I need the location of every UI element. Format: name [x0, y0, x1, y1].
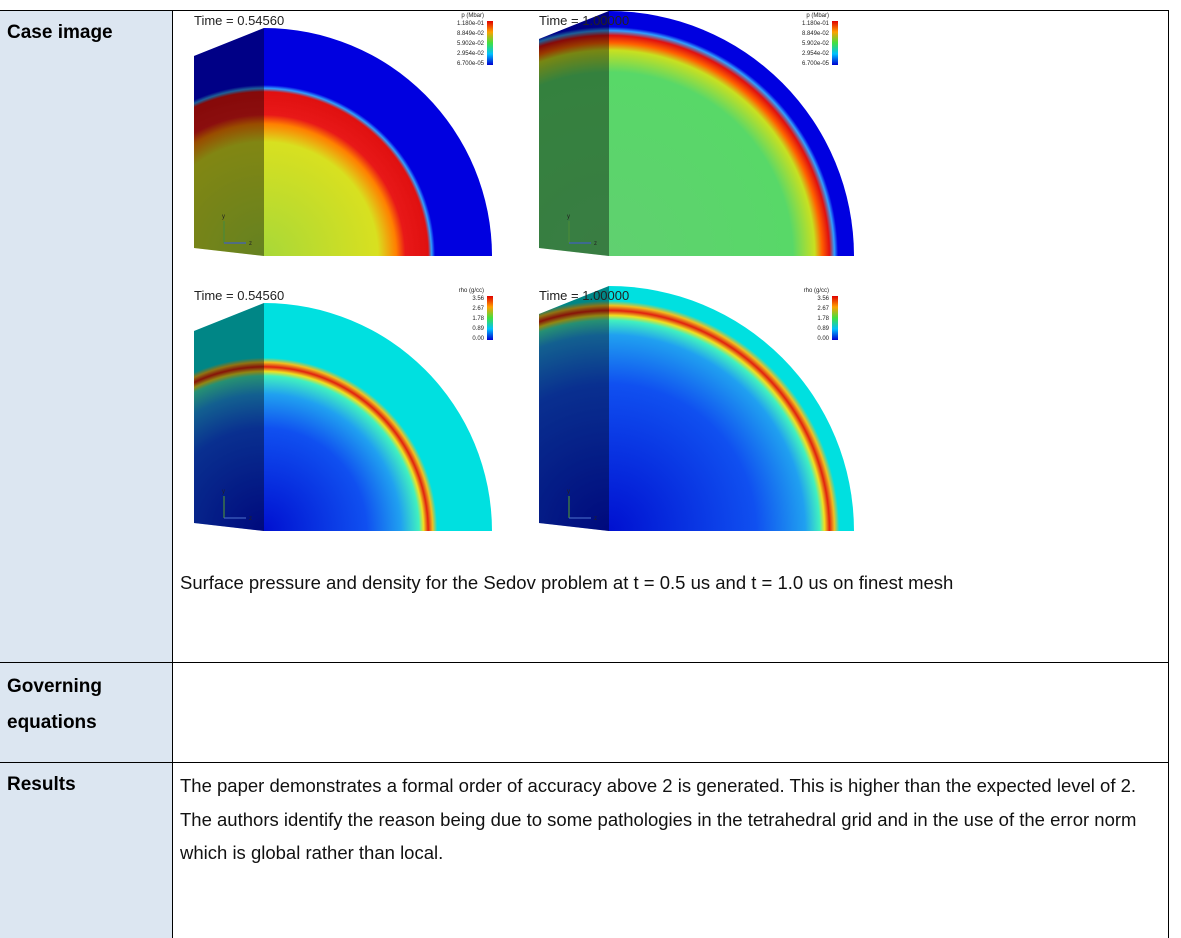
colorbar — [832, 296, 838, 340]
side-face — [194, 303, 264, 531]
axis-label: z — [249, 516, 252, 522]
axis-label: z — [594, 516, 597, 522]
legend-label: 2.67 — [472, 306, 484, 312]
axis-label: z — [249, 241, 252, 247]
legend-label: 6.700e-05 — [457, 61, 485, 67]
legend-label: 8.849e-02 — [802, 31, 830, 37]
side-face — [539, 11, 609, 256]
side-face — [539, 286, 609, 531]
legend-label: 2.67 — [817, 306, 829, 312]
row-content-cell — [173, 662, 1169, 762]
colorbar — [487, 296, 493, 340]
figure-panel: Time = 1.00000 rho (g/cc) 3.56 2.67 1.78 0.89… — [539, 286, 854, 531]
legend-label: 1.78 — [472, 316, 484, 322]
legend-label: 5.902e-02 — [457, 41, 485, 47]
side-shade — [539, 286, 609, 531]
legend-label: 1.78 — [817, 316, 829, 322]
figure-panel: Time = 0.54560 p (Mbar) 1.180e-01 8.849e-02… — [194, 13, 493, 256]
axis-label: y — [567, 214, 570, 220]
side-face — [194, 28, 264, 256]
row-label: Case image — [7, 22, 113, 43]
time-label: Time = 1.00000 — [539, 288, 629, 303]
legend-label: 0.00 — [472, 336, 484, 342]
legend-label: 6.700e-05 — [802, 61, 830, 67]
legend-label: 0.89 — [472, 326, 484, 332]
legend-label: 3.56 — [817, 296, 829, 302]
front-face — [264, 303, 492, 531]
figure-panel: Time = 0.54560 rho (g/cc) 3.56 2.67 1.78 0.89… — [194, 288, 493, 531]
figure-panel: Time = 1.00000 p (Mbar) 1.180e-01 8.849e-02… — [539, 11, 854, 256]
front-face — [609, 286, 854, 531]
legend-label: 5.902e-02 — [802, 41, 830, 47]
colorbar — [487, 21, 493, 65]
legend-title: rho (g/cc) — [804, 288, 829, 294]
front-face — [264, 28, 492, 256]
row-label-cell: Results — [0, 762, 173, 938]
legend-label: 1.180e-01 — [802, 21, 830, 27]
legend-label: 0.00 — [817, 336, 829, 342]
side-shade — [194, 28, 264, 256]
row-label: Results — [7, 774, 76, 795]
legend-label: 2.954e-02 — [802, 51, 830, 57]
results-text: The paper demonstrates a formal order of… — [180, 775, 1137, 863]
row-content-cell: The paper demonstrates a formal order of… — [173, 762, 1169, 938]
legend-title: p (Mbar) — [806, 13, 829, 19]
legend-label: 0.89 — [817, 326, 829, 332]
figure-caption: Surface pressure and density for the Sed… — [180, 572, 954, 593]
time-label: Time = 0.54560 — [194, 288, 284, 303]
axis-label: y — [567, 489, 570, 495]
row-label: Governing equations — [7, 676, 103, 733]
legend-title: p (Mbar) — [461, 13, 484, 19]
axis-label: z — [594, 241, 597, 247]
legend-title: rho (g/cc) — [459, 288, 484, 294]
side-shade — [194, 303, 264, 531]
legend-label: 1.180e-01 — [457, 21, 485, 27]
row-label-cell: Case image — [0, 10, 173, 662]
row-label-cell: Governing equations — [0, 662, 173, 762]
row-content-cell: Time = 0.54560 p (Mbar) 1.180e-01 8.849e-02… — [173, 10, 1169, 662]
legend-label: 2.954e-02 — [457, 51, 485, 57]
time-label: Time = 1.00000 — [539, 13, 629, 28]
colorbar — [832, 21, 838, 65]
axis-label: y — [222, 489, 225, 495]
case-figures: Time = 0.54560 p (Mbar) 1.180e-01 8.849e-02… — [194, 11, 854, 531]
axis-label: y — [222, 214, 225, 220]
time-label: Time = 0.54560 — [194, 13, 284, 28]
side-shade — [539, 11, 609, 256]
front-face — [609, 11, 854, 256]
legend-label: 8.849e-02 — [457, 31, 485, 37]
legend-label: 3.56 — [472, 296, 484, 302]
